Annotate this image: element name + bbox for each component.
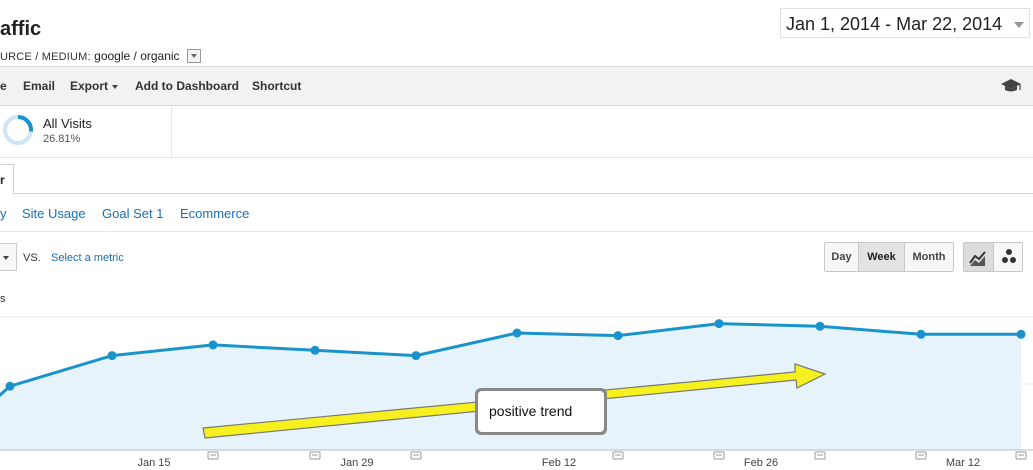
line-chart-icon — [969, 251, 986, 266]
data-point[interactable] — [5, 381, 15, 391]
annotation-marker-icon[interactable] — [814, 451, 826, 460]
x-tick-label: Jan 15 — [137, 457, 170, 469]
tab-divider — [14, 193, 1033, 194]
divider — [0, 231, 1033, 232]
data-point[interactable] — [512, 328, 522, 338]
data-point[interactable] — [1016, 329, 1026, 339]
line-chart-button[interactable] — [964, 243, 994, 271]
annotation-marker-icon[interactable] — [410, 451, 422, 460]
metric-dropdown[interactable] — [0, 243, 17, 271]
divider — [0, 157, 1033, 158]
metric-legend-label: s — [0, 293, 6, 305]
subtab-summary[interactable]: y — [0, 206, 7, 221]
tab-explorer[interactable]: r — [0, 164, 14, 194]
segment-percent: 26.81% — [43, 133, 81, 145]
date-range-text: Jan 1, 2014 - Mar 22, 2014 — [786, 14, 1003, 34]
interval-day-button[interactable]: Day — [831, 251, 852, 263]
data-point[interactable] — [613, 331, 623, 341]
data-point[interactable] — [208, 340, 218, 350]
chevron-down-icon — [1014, 22, 1024, 28]
shortcut-button[interactable]: Shortcut — [252, 79, 302, 93]
data-point[interactable] — [411, 351, 421, 361]
date-range-picker[interactable]: Jan 1, 2014 - Mar 22, 2014 — [780, 8, 1030, 38]
x-tick-label: Jan 29 — [340, 457, 373, 469]
annotation-marker-icon[interactable] — [1015, 451, 1027, 460]
report-toolbar: e Email Export Add to Dashboard Shortcut — [0, 66, 1033, 106]
subtab-ecommerce[interactable]: Ecommerce — [180, 206, 250, 221]
segment-box[interactable] — [0, 106, 172, 157]
email-button[interactable]: Email — [23, 79, 56, 93]
dimension-label: URCE / MEDIUM: — [0, 51, 91, 63]
x-tick-label: Feb 12 — [542, 457, 576, 469]
annotation-marker-icon[interactable] — [713, 451, 725, 460]
toolbar-item-fragment[interactable]: e — [0, 79, 7, 93]
data-point[interactable] — [310, 345, 320, 355]
annotation-marker-icon[interactable] — [915, 451, 927, 460]
segment-name: All Visits — [43, 116, 92, 131]
dimension-value: google / organic — [94, 49, 180, 63]
data-point[interactable] — [815, 321, 825, 331]
motion-chart-button[interactable] — [995, 243, 1023, 271]
interval-toggle: Day Week Month — [824, 242, 954, 272]
data-point[interactable] — [916, 329, 926, 339]
annotation-marker-icon[interactable] — [207, 451, 219, 460]
interval-month-button[interactable]: Month — [912, 251, 946, 263]
graduation-cap-icon[interactable] — [1000, 78, 1022, 94]
data-point[interactable] — [107, 351, 117, 361]
x-tick-label: Mar 12 — [946, 457, 980, 469]
segment-dimension: URCE / MEDIUM: google / organic — [0, 48, 201, 64]
trend-chart: Jan 15 Jan 29 Feb 12 Feb 26 Mar 12 — [0, 316, 1033, 469]
callout-text: positive trend — [478, 391, 604, 432]
export-label: Export — [70, 79, 109, 93]
select-metric-link[interactable]: Select a metric — [51, 252, 124, 264]
segment-donut-icon — [3, 115, 33, 145]
add-to-dashboard-button[interactable]: Add to Dashboard — [135, 79, 239, 93]
annotation-marker-icon[interactable] — [612, 451, 624, 460]
export-button[interactable]: Export — [70, 79, 119, 93]
trend-callout: positive trend — [475, 388, 607, 435]
x-tick-label: Feb 26 — [744, 457, 778, 469]
chevron-down-icon — [112, 84, 119, 89]
subtab-goal-set-1[interactable]: Goal Set 1 — [102, 206, 164, 221]
chevron-down-icon — [3, 256, 9, 260]
subtab-site-usage[interactable]: Site Usage — [22, 206, 86, 221]
interval-week-button[interactable]: Week — [858, 243, 905, 271]
annotation-marker-icon[interactable] — [309, 451, 321, 460]
series-line — [0, 322, 1021, 398]
series-area — [0, 323, 1021, 450]
vs-label: VS. — [23, 252, 41, 264]
chart-type-toggle — [963, 242, 1023, 272]
data-point[interactable] — [714, 319, 724, 329]
page-title: affic — [0, 18, 42, 40]
dimension-dropdown-button[interactable] — [186, 48, 201, 63]
